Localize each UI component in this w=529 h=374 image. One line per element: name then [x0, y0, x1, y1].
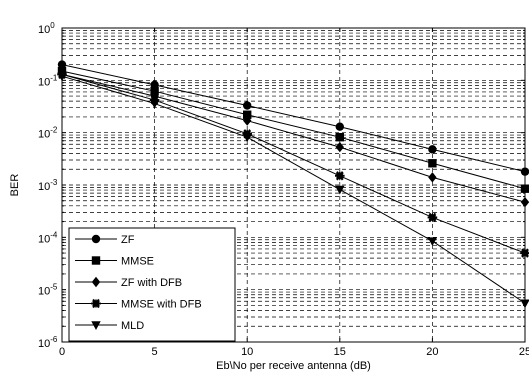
data-point-zf [335, 122, 344, 131]
x-tick-label: 25 [519, 346, 529, 358]
data-point-zf-with-dfb [428, 172, 437, 183]
y-axis-label: BER [9, 174, 21, 197]
y-tick-label: 10-5 [38, 283, 58, 298]
legend-label-zf-with-dfb: ZF with DFB [121, 277, 182, 289]
series-line-zf-with-dfb [61, 73, 526, 203]
data-point-mmse [428, 159, 437, 168]
data-point-mmse-with-dfb [427, 212, 438, 223]
y-tick-label: 10-4 [38, 230, 58, 245]
axis-ticks [61, 27, 526, 343]
data-point-mld [427, 237, 438, 247]
x-tick-label: 5 [152, 346, 158, 358]
data-point-mld [149, 99, 160, 109]
series-line-mmse [61, 70, 526, 190]
data-point-mmse-with-dfb-fill [428, 214, 437, 223]
legend-label-mmse-with-dfb: MMSE with DFB [121, 299, 202, 311]
data-point-mmse [335, 132, 344, 142]
legend-marker-mmse [91, 256, 101, 265]
data-point-mld [242, 133, 252, 143]
series-line-mld [61, 75, 526, 304]
x-tick-label: 15 [334, 346, 346, 358]
data-point-zf [150, 80, 159, 90]
y-tick-labels: 10-6 10-5 10-4 10-3 10-2 10-1 100 [38, 21, 58, 350]
data-point-mmse-with-dfb [335, 170, 345, 181]
series-line-mmse-with-dfb [61, 73, 526, 254]
y-tick-label: 10-1 [38, 73, 58, 88]
legend-marker-mld [91, 321, 101, 330]
legend-label-zf: ZF [121, 234, 135, 246]
data-point-mmse [243, 110, 252, 119]
series-line-zf [61, 64, 526, 173]
legend: ZF MMSE ZF with DFB MMSE with DFB MLD [68, 227, 236, 342]
data-point-zf-with-dfb [335, 141, 344, 153]
legend-marker-zf [91, 234, 101, 244]
y-tick-label: 10-3 [38, 178, 58, 193]
legend-marker-mmse-with-dfb [91, 298, 101, 309]
legend-marker-zf-with-dfb [91, 276, 101, 288]
x-tick-labels: 0 5 10 15 20 25 [59, 346, 529, 358]
data-point-zf [243, 101, 252, 110]
x-tick-label: 20 [426, 346, 438, 358]
legend-marker-mmse-with-dfb-fill [92, 300, 100, 309]
y-tick-label: 10-2 [38, 126, 58, 141]
x-tick-label: 0 [59, 346, 65, 358]
data-point-mmse-with-dfb-fill [335, 173, 344, 181]
x-axis-label: Eb\No per receive antenna (dB) [216, 360, 371, 372]
x-tick-label: 10 [241, 346, 253, 358]
data-point-zf [428, 145, 437, 154]
y-tick-label: 100 [38, 21, 55, 36]
legend-label-mld: MLD [121, 320, 144, 332]
y-tick-label: 10-6 [38, 335, 58, 350]
data-point-zf-with-dfb [243, 115, 252, 126]
data-point-mld [335, 185, 345, 195]
legend-label-mmse: MMSE [121, 256, 154, 268]
